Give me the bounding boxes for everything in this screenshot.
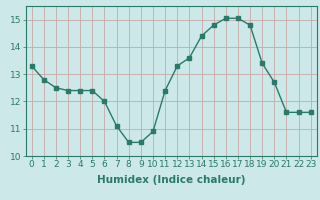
X-axis label: Humidex (Indice chaleur): Humidex (Indice chaleur) [97,175,245,185]
